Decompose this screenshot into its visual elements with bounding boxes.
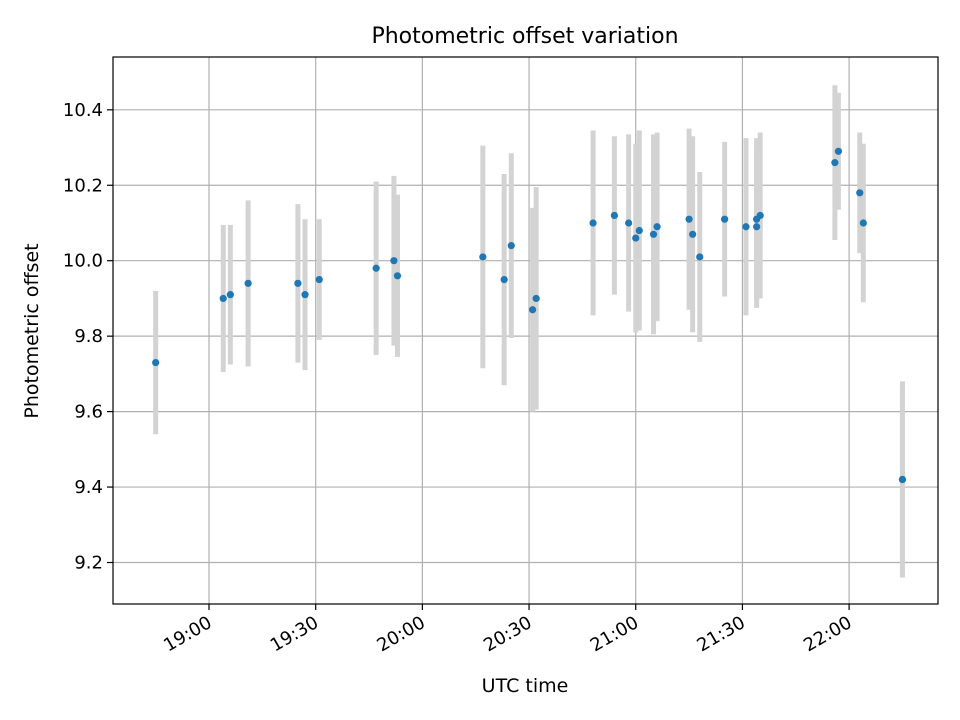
data-point xyxy=(898,475,907,484)
data-point xyxy=(507,242,515,250)
data-point xyxy=(632,234,640,242)
y-tick-label: 10.2 xyxy=(63,175,103,196)
data-point xyxy=(226,291,234,299)
chart-title: Photometric offset variation xyxy=(371,24,678,49)
data-point xyxy=(315,275,323,284)
data-point xyxy=(721,215,729,223)
data-point xyxy=(301,291,309,299)
x-axis-label: UTC time xyxy=(482,675,569,697)
data-point xyxy=(610,211,619,220)
data-point xyxy=(529,306,537,314)
data-point xyxy=(532,294,540,303)
data-point xyxy=(696,253,704,261)
data-point xyxy=(685,215,693,223)
y-tick-label: 10.0 xyxy=(63,251,103,272)
data-point xyxy=(244,279,252,287)
data-point xyxy=(859,219,867,227)
data-point xyxy=(653,223,661,231)
data-point xyxy=(294,279,302,287)
data-point xyxy=(753,223,761,231)
data-point xyxy=(390,257,398,265)
data-point xyxy=(625,219,633,227)
data-point xyxy=(479,253,487,261)
y-axis-ticks: 9.2 9.4 9.6 9.8 10.0 10.2 10.4 xyxy=(63,100,113,574)
data-point xyxy=(689,230,697,238)
y-tick-label: 9.4 xyxy=(74,477,103,498)
data-point xyxy=(635,226,643,235)
data-point xyxy=(372,264,380,272)
y-tick-label: 9.8 xyxy=(74,326,103,347)
data-point xyxy=(834,147,843,155)
data-point xyxy=(393,272,402,280)
data-point xyxy=(742,223,750,231)
y-tick-label: 9.2 xyxy=(74,553,103,574)
data-point xyxy=(856,189,864,197)
y-tick-label: 9.6 xyxy=(74,402,103,423)
data-point xyxy=(500,275,508,284)
data-point xyxy=(219,294,227,303)
data-point xyxy=(589,219,597,227)
data-point xyxy=(756,211,764,220)
data-point xyxy=(152,358,160,367)
data-point xyxy=(831,159,839,167)
y-axis-label: Photometric offset xyxy=(21,243,43,418)
y-tick-label: 10.4 xyxy=(63,100,103,121)
data-point xyxy=(649,230,658,238)
data-points xyxy=(152,147,907,484)
plot-frame xyxy=(112,56,939,605)
